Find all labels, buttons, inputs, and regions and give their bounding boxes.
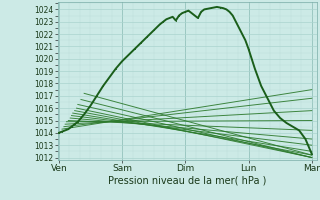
X-axis label: Pression niveau de la mer( hPa ): Pression niveau de la mer( hPa ) [108, 176, 266, 186]
